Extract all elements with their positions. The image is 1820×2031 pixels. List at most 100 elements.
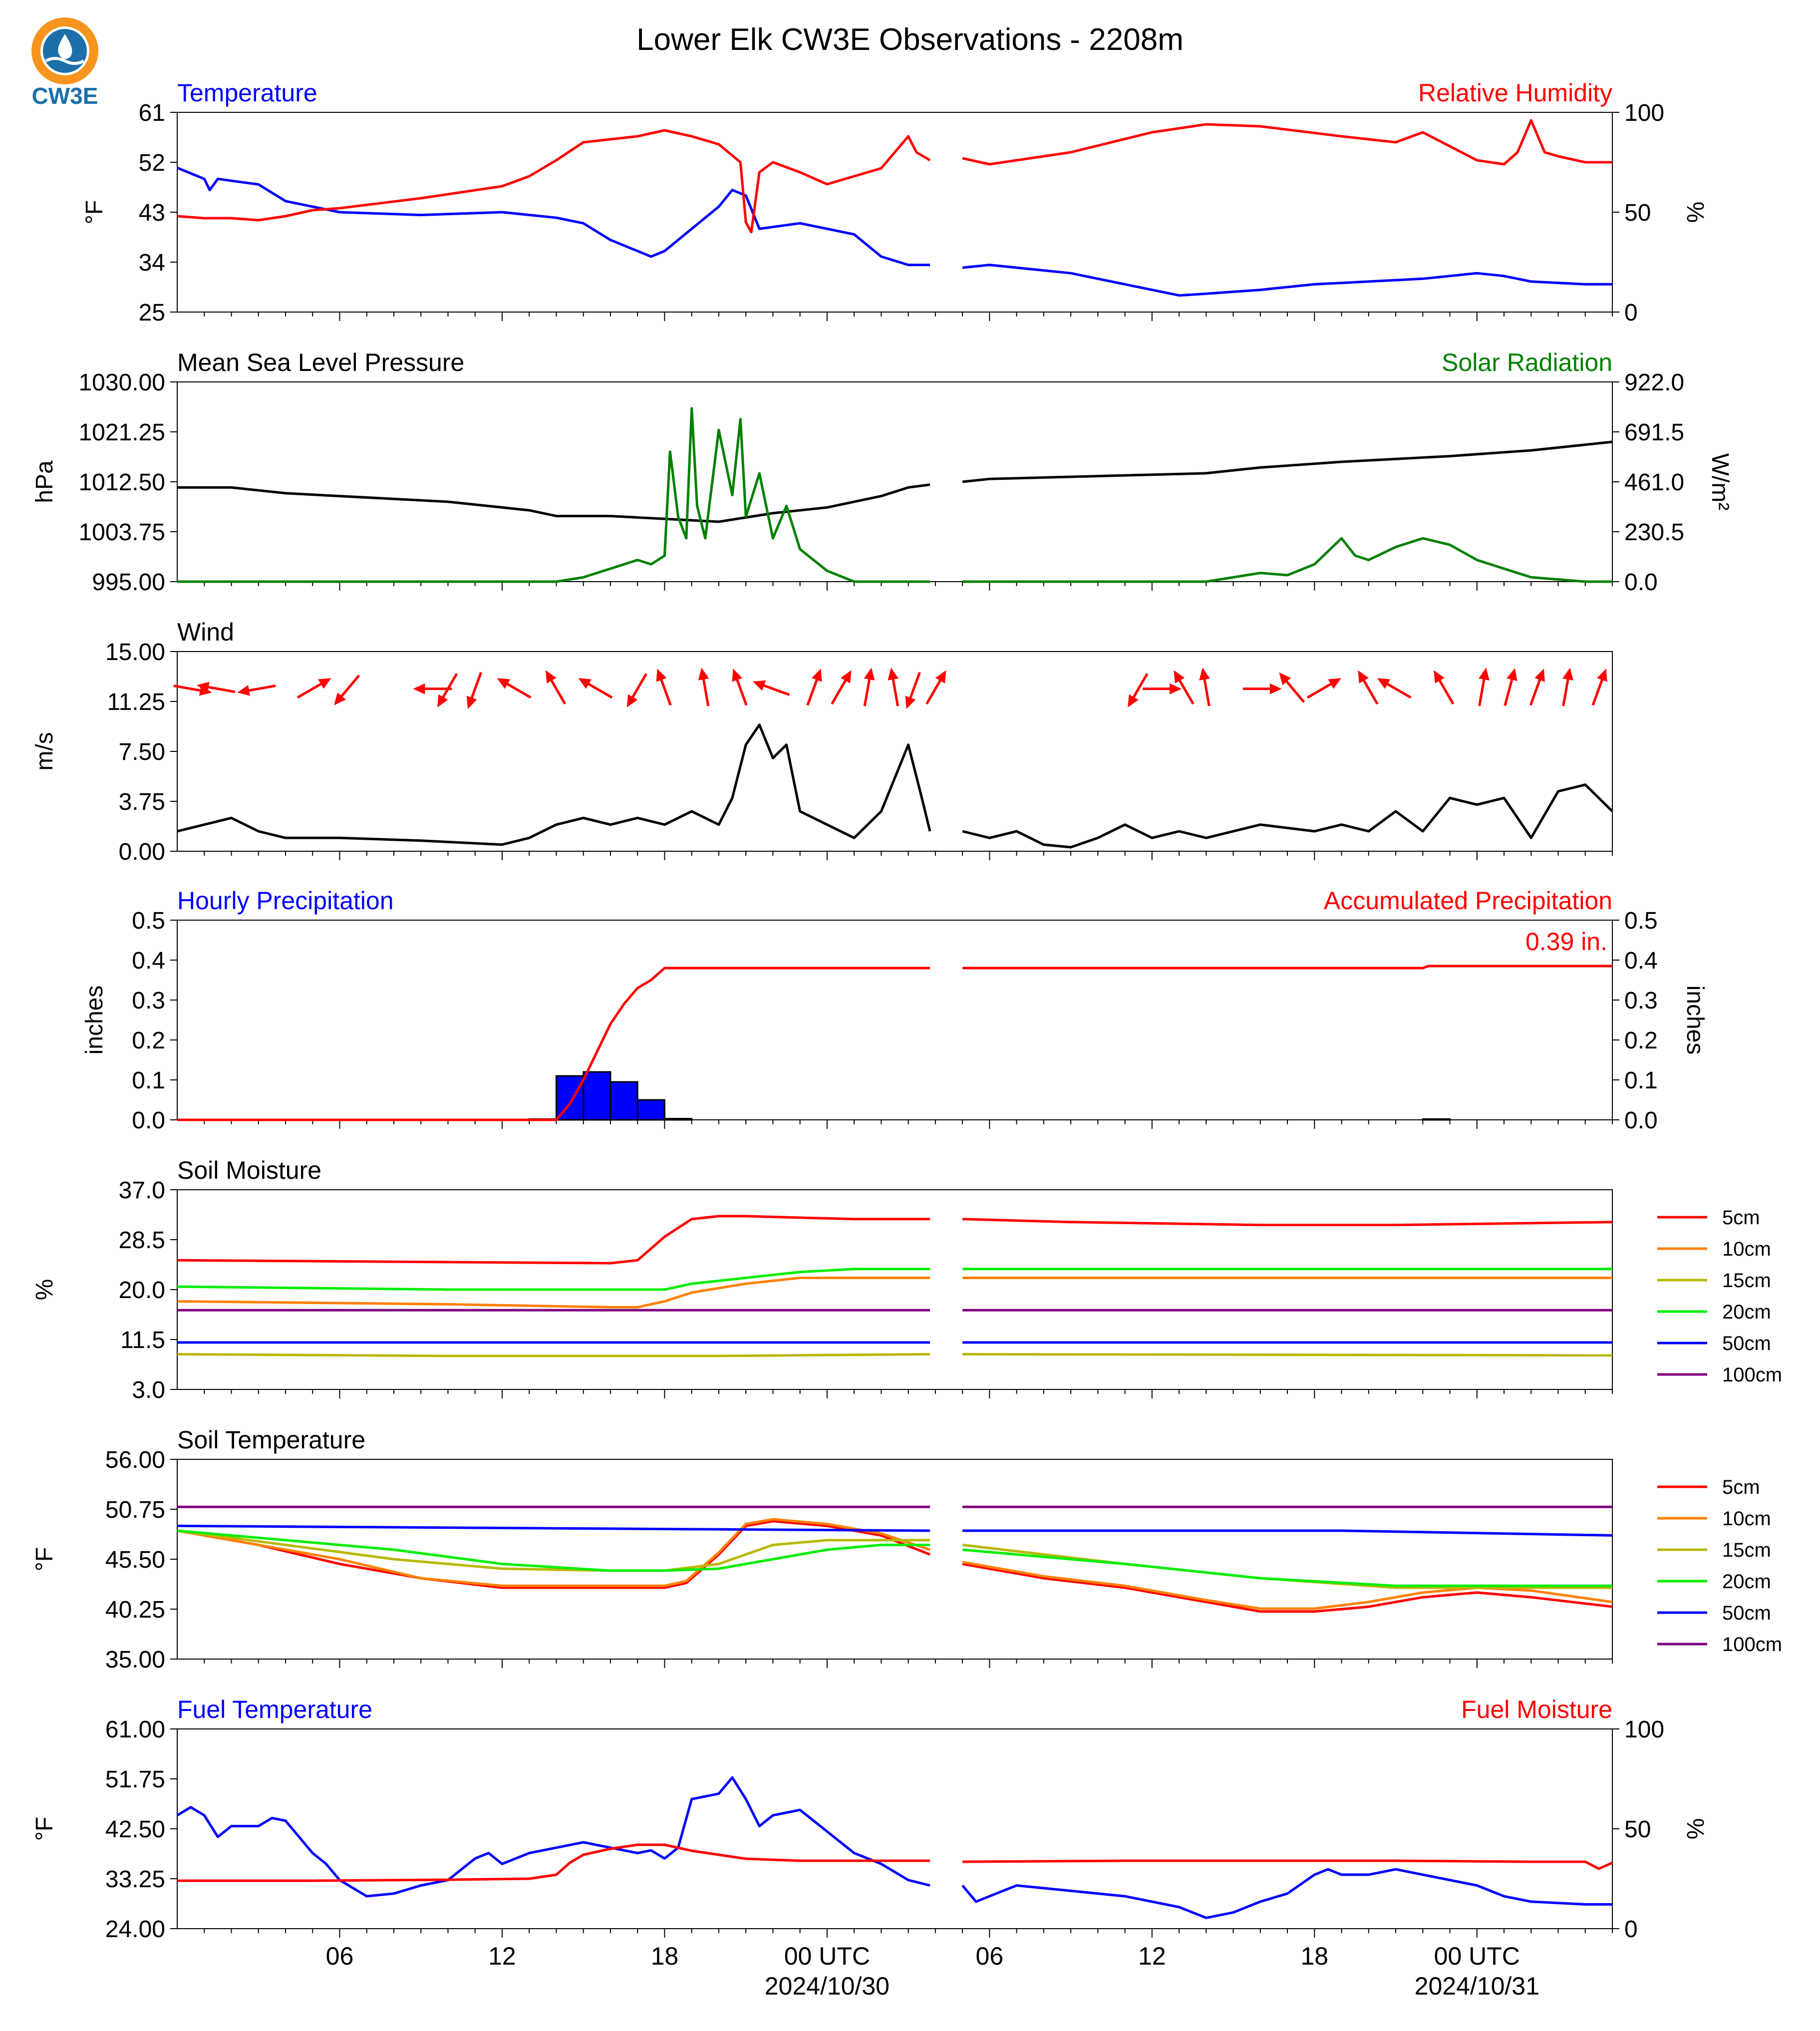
series-line: [962, 264, 1612, 297]
y-tick-label-left: 42.50: [105, 1816, 165, 1843]
wind-arrow-head: [753, 680, 766, 691]
series-line: [962, 1859, 1613, 1870]
series-line-10cm: [177, 1277, 930, 1309]
wind-arrow-head: [1377, 678, 1391, 689]
wind-arrow-head: [497, 678, 511, 689]
legend-label: 10cm: [1722, 1508, 1771, 1530]
y-tick-label-left: 3.75: [119, 789, 165, 815]
y-tick-label-left: 7.50: [119, 739, 165, 765]
y-tick-label-right: 0.3: [1624, 988, 1658, 1014]
panel-wind: Wind 15.00 11.25 7.50 3.75 0.00 m/s: [31, 618, 1613, 865]
y-tick-label-left: 56.00: [105, 1447, 165, 1473]
y-axis-label-left: °F: [81, 200, 108, 225]
panel-title-left: Hourly Precipitation: [177, 887, 394, 915]
precip-total-label: 0.39 in.: [1525, 928, 1607, 956]
panel-soil-temperature: Soil Temperature 56.00 50.75 45.50 40.25 35.0…: [31, 1426, 1782, 1673]
series-line: [176, 1776, 930, 1898]
panel-soil-moisture: Soil Moisture 37.0 28.5 20.0 11.5 3.0% 5cm 10cm…: [31, 1156, 1782, 1403]
wind-arrow-head: [1534, 669, 1545, 682]
wind-arrow-head: [656, 669, 667, 682]
wind-arrow-head: [1358, 670, 1369, 683]
y-tick-label-right: 0.1: [1624, 1067, 1658, 1094]
y-tick-label-left: 0.4: [132, 948, 165, 974]
y-tick-label-right: 50: [1624, 1816, 1651, 1843]
legend-label: 15cm: [1722, 1270, 1771, 1292]
precip-bar: [609, 1081, 638, 1121]
y-tick-label-left: 0.1: [132, 1067, 165, 1094]
y-tick-label-left: 50.75: [105, 1497, 165, 1523]
wind-arrow-head: [545, 670, 557, 683]
x-tick-label: 06: [976, 1942, 1004, 1970]
series-line-20cm: [177, 1268, 930, 1291]
logo-text: CW3E: [32, 83, 98, 109]
y-tick-label-left: 0.0: [132, 1107, 165, 1134]
y-tick-label-left: 43: [139, 200, 165, 226]
y-tick-label-left: 24.00: [105, 1916, 165, 1943]
wind-arrow-head: [626, 694, 638, 707]
y-axis-label-left: inches: [81, 986, 108, 1055]
wind-arrow-head: [864, 668, 875, 680]
y-tick-label-left: 34: [139, 250, 165, 276]
y-tick-label-right: 0.2: [1624, 1027, 1658, 1054]
logo-wave-icon: [45, 57, 85, 65]
y-tick-label-left: 1003.75: [78, 519, 165, 546]
panel-title-left: Temperature: [177, 79, 317, 107]
wind-arrow-head: [698, 668, 709, 680]
cw3e-logo: CW3E: [20, 15, 110, 110]
y-tick-label-left: 37.0: [119, 1177, 165, 1204]
wind-arrow-head: [732, 669, 743, 682]
precip-bar: [636, 1099, 665, 1121]
y-tick-label-left: 0.5: [132, 908, 165, 934]
panel-frame: [177, 1728, 1613, 1929]
panel-title-left: Mean Sea Level Pressure: [177, 348, 464, 376]
wind-arrow-head: [841, 670, 852, 683]
panel-title-left: Fuel Temperature: [177, 1695, 372, 1723]
legend-label: 100cm: [1722, 1364, 1782, 1386]
y-tick-label-right: 922.0: [1624, 369, 1684, 396]
wind-arrow-head: [1269, 683, 1282, 694]
series-line: [177, 723, 931, 846]
y-tick-label-left: 3.0: [132, 1377, 165, 1403]
wind-arrow-head: [935, 670, 946, 683]
panel-frame: [177, 381, 1613, 582]
y-axis-label-right: W/m²: [1707, 453, 1733, 511]
y-axis-label-left: °F: [31, 1547, 58, 1572]
x-tick-label: 12: [488, 1942, 516, 1970]
y-tick-label-right: 0: [1624, 1916, 1638, 1943]
y-tick-label-left: 61: [139, 100, 165, 126]
wind-arrow-head: [1328, 678, 1341, 689]
legend-label: 5cm: [1722, 1207, 1760, 1229]
series-line-5cm: [962, 1218, 1613, 1227]
series-line-5cm: [177, 1215, 930, 1265]
x-tick-label: 00 UTC: [1434, 1942, 1520, 1970]
y-tick-label-left: 61.00: [105, 1716, 165, 1743]
logo-drop-icon: [58, 34, 72, 59]
y-tick-label-left: 1030.00: [78, 369, 165, 396]
y-tick-label-left: 15.00: [105, 639, 165, 666]
y-tick-label-right: 0.0: [1624, 1107, 1658, 1134]
wind-arrow-head: [466, 695, 477, 709]
precip-bar: [1422, 1118, 1451, 1121]
legend-label: 20cm: [1722, 1301, 1771, 1323]
panel-title-left: Soil Moisture: [177, 1156, 321, 1184]
wind-arrow-head: [888, 668, 899, 680]
logo-sun-icon: [31, 17, 98, 84]
precip-bar: [663, 1118, 693, 1121]
series-line: [962, 783, 1613, 849]
panel-pressure-solar: Mean Sea Level Pressure Solar Radiation 10…: [31, 348, 1733, 596]
y-axis-label-right: %: [1682, 202, 1708, 223]
series-line-10cm: [177, 1518, 930, 1587]
panel-precip: Hourly Precipitation Accumulated Precipit…: [81, 887, 1708, 1134]
panel-title-right: Fuel Moisture: [1461, 1695, 1612, 1723]
y-tick-label-right: 0.0: [1624, 569, 1658, 596]
series-line-15cm: [962, 1353, 1613, 1357]
legend-label: 20cm: [1722, 1571, 1771, 1593]
series-line: [962, 440, 1613, 483]
y-tick-label-right: 100: [1624, 1716, 1664, 1743]
y-tick-label-right: 0.4: [1624, 948, 1658, 974]
y-tick-label-left: 35.00: [105, 1647, 165, 1673]
y-tick-label-left: 33.25: [105, 1866, 165, 1893]
y-tick-label-left: 995.00: [92, 569, 165, 596]
